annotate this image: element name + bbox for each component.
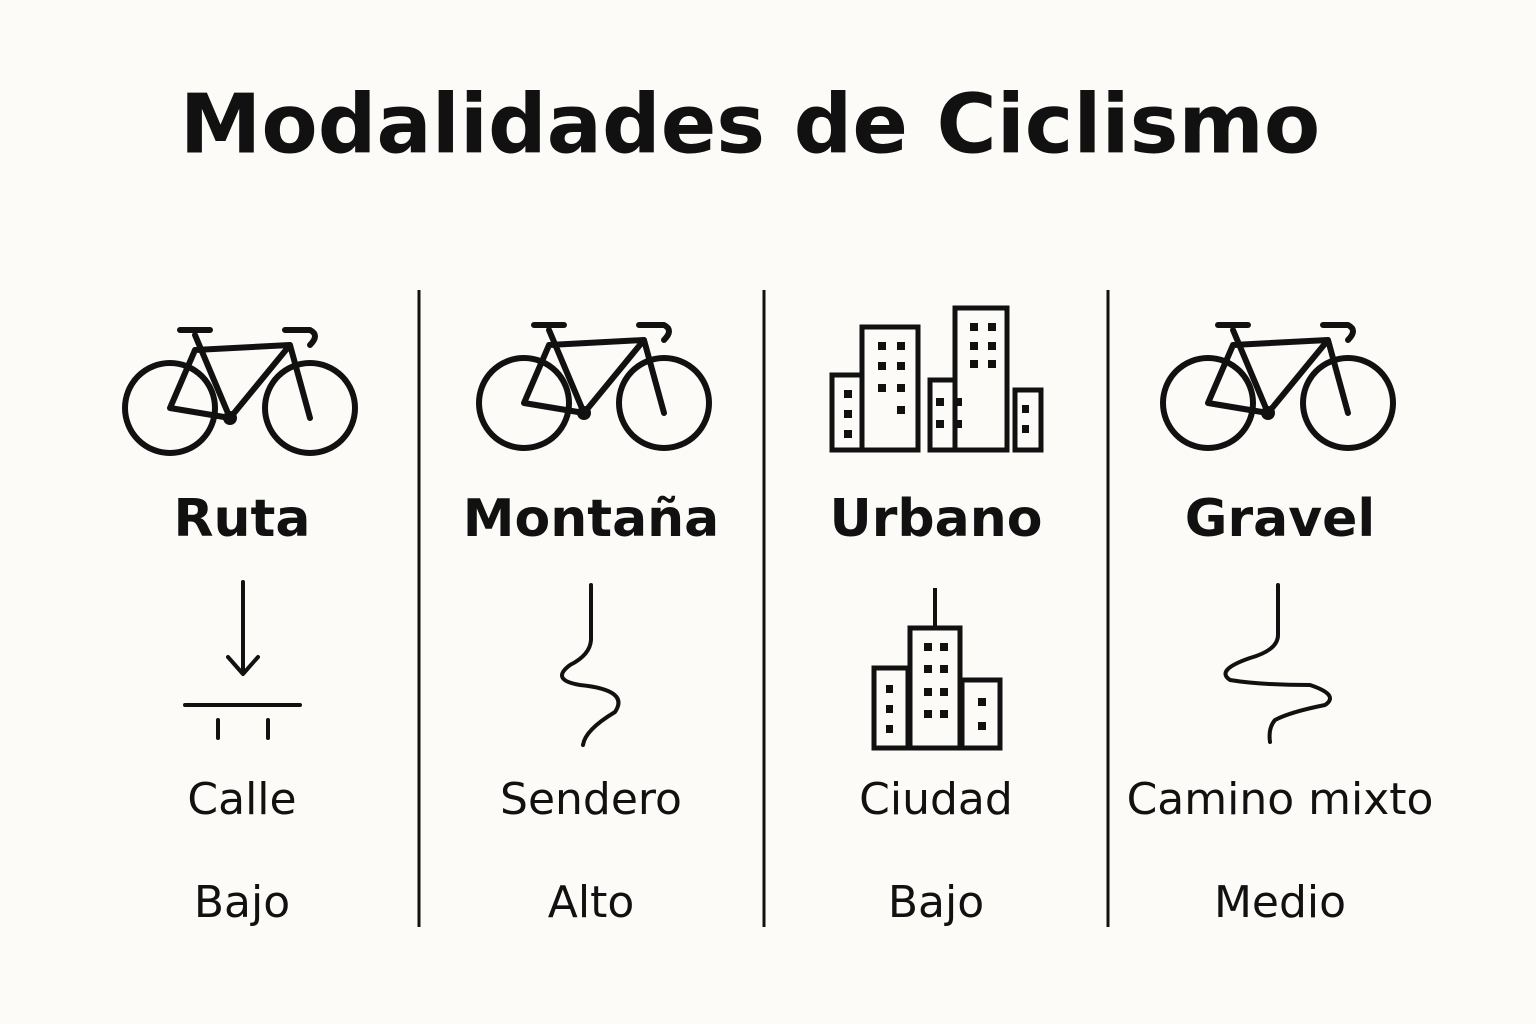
city-icon [829,305,1044,453]
modality-name: Montaña [463,489,720,549]
level-label: Medio [1214,877,1346,928]
modality-name: Ruta [173,489,310,549]
mountain-bike-icon [479,325,709,448]
gravel-bike-icon [1163,325,1393,448]
terrain-label: Calle [187,774,296,825]
terrain-label: Ciudad [859,774,1013,825]
city-small-icon [871,588,1003,751]
trail-icon [560,583,621,747]
level-label: Bajo [888,877,984,928]
road-bike-icon [125,330,355,453]
modality-name: Gravel [1185,489,1375,549]
terrain-label: Sendero [500,774,682,825]
modality-name: Urbano [830,489,1043,549]
title: Modalidades de Ciclismo [180,77,1320,172]
street-icon [183,580,302,740]
terrain-label: Camino mixto [1127,774,1434,825]
level-label: Bajo [194,877,290,928]
mixed-road-icon [1223,583,1332,744]
level-label: Alto [548,877,635,928]
